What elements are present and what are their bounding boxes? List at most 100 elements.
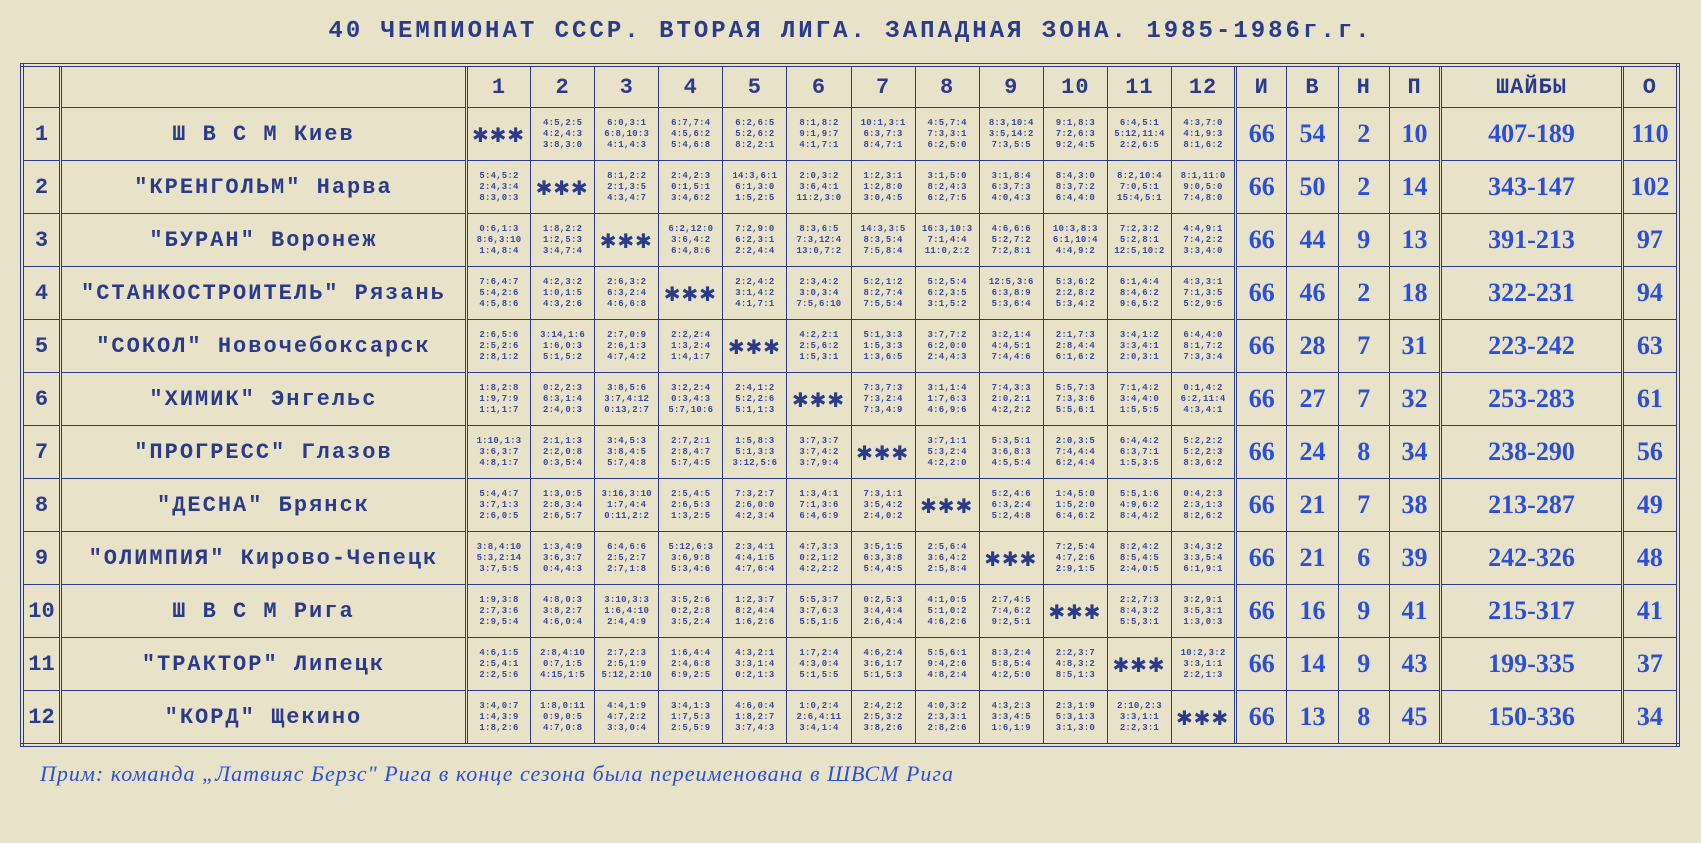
score-lines: 5:5,7:3 7:3,3:6 5:5,6:1 — [1044, 383, 1107, 416]
score-cell: 2:5,6:4 3:6,4:2 2:5,8:4 — [915, 532, 979, 585]
header-opp-11: 11 — [1107, 65, 1171, 108]
score-lines: 8:1,11:0 9:0,5:0 7:4,8:0 — [1172, 171, 1234, 204]
score-cell: 6:4,4:2 6:3,7:1 1:5,3:5 — [1107, 426, 1171, 479]
diagonal-marker: ✱✱✱ — [1177, 703, 1230, 733]
points: 56 — [1622, 426, 1678, 479]
goals-for-against: 343-147 — [1441, 161, 1623, 214]
score-lines: 5:4,4:7 3:7,1:3 2:6,0:5 — [468, 489, 530, 522]
score-cell: 3:16,3:10 1:7,4:4 0:11,2:2 — [595, 479, 659, 532]
score-lines: 6:2,12:0 3:6,4:2 6:4,8:6 — [659, 224, 722, 257]
score-cell: ✱✱✱ — [466, 108, 530, 161]
score-cell: 2:5,4:5 2:6,5:3 1:3,2:5 — [659, 479, 723, 532]
score-lines: 8:3,2:4 5:8,5:4 4:2,5:0 — [980, 648, 1043, 681]
score-cell: 7:2,5:4 4:7,2:6 2:9,1:5 — [1043, 532, 1107, 585]
score-cell: 6:2,6:5 5:2,6:2 8:2,2:1 — [723, 108, 787, 161]
score-lines: 5:2,4:6 6:3,2:4 5:2,4:8 — [980, 489, 1043, 522]
score-cell: 2:7,2:3 2:5,1:9 5:12,2:10 — [595, 638, 659, 691]
score-lines: 0:6,1:3 8:6,3:10 1:4,8:4 — [468, 224, 530, 257]
score-lines: 2:7,4:5 7:4,6:2 9:2,5:1 — [980, 595, 1043, 628]
row-number: 9 — [22, 532, 60, 585]
score-cell: ✱✱✱ — [787, 373, 851, 426]
score-cell: ✱✱✱ — [1107, 638, 1171, 691]
page-title: 40 ЧЕМПИОНАТ СССР. ВТОРАЯ ЛИГА. ЗАПАДНАЯ… — [20, 18, 1681, 45]
score-cell: 5:3,5:1 3:6,8:3 4:5,5:4 — [979, 426, 1043, 479]
team-name: Ш В С М Рига — [60, 585, 466, 638]
score-lines: 1:3,4:1 7:1,3:6 6:4,6:9 — [787, 489, 850, 522]
score-lines: 7:3,1:1 3:5,4:2 2:4,0:2 — [852, 489, 915, 522]
score-lines: 3:4,1:3 1:7,5:3 2:5,5:9 — [659, 701, 722, 734]
stat-N: 2 — [1338, 108, 1389, 161]
score-lines: 10:1,3:1 6:3,7:3 8:4,7:1 — [852, 118, 915, 151]
score-cell: ✱✱✱ — [723, 320, 787, 373]
score-cell: 4:6,2:4 3:6,1:7 5:1,5:3 — [851, 638, 915, 691]
row-number: 10 — [22, 585, 60, 638]
score-lines: 1:3,4:9 3:6,3:7 0:4,4:3 — [531, 542, 594, 575]
table-row: 12"КОРД" Щекино3:4,0:7 1:4,3:9 1:8,2:61:… — [22, 691, 1678, 746]
score-cell: 2:3,4:1 4:4,1:5 4:7,6:4 — [723, 532, 787, 585]
score-lines: 2:5,4:5 2:6,5:3 1:3,2:5 — [659, 489, 722, 522]
table-row: 7"ПРОГРЕСС" Глазов1:10,1:3 3:6,3:7 4:8,1… — [22, 426, 1678, 479]
score-lines: 1:7,2:4 4:3,0:4 5:1,5:5 — [787, 648, 850, 681]
goals-for-against: 213-287 — [1441, 479, 1623, 532]
score-cell: 9:1,8:3 7:2,6:3 9:2,4:5 — [1043, 108, 1107, 161]
score-lines: 12:5,3:6 6:3,8:9 5:3,6:4 — [980, 277, 1043, 310]
team-name: "ТРАКТОР" Липецк — [60, 638, 466, 691]
table-row: 1Ш В С М Киев✱✱✱4:5,2:5 4:2,4:3 3:8,3:06… — [22, 108, 1678, 161]
stat-P: 45 — [1389, 691, 1440, 746]
score-cell: 1:2,3:1 1:2,8:0 3:0,4:5 — [851, 161, 915, 214]
score-cell: 16:3,10:3 7:1,4:4 11:0,2:2 — [915, 214, 979, 267]
score-lines: 6:7,7:4 4:5,6:2 5:4,6:8 — [659, 118, 722, 151]
score-cell: 2:0,3:5 7:4,4:4 6:2,4:4 — [1043, 426, 1107, 479]
score-lines: 5:5,1:6 4:9,6:2 8:4,4:2 — [1108, 489, 1171, 522]
row-number: 11 — [22, 638, 60, 691]
stat-V: 21 — [1287, 479, 1338, 532]
score-cell: 1:3,4:9 3:6,3:7 0:4,4:3 — [531, 532, 595, 585]
score-cell: 1:3,4:1 7:1,3:6 6:4,6:9 — [787, 479, 851, 532]
header-opp-4: 4 — [659, 65, 723, 108]
score-lines: 3:10,3:3 1:6,4:10 2:4,4:9 — [595, 595, 658, 628]
header-points: О — [1622, 65, 1678, 108]
score-cell: 4:1,0:5 5:1,0:2 4:6,2:6 — [915, 585, 979, 638]
score-lines: 4:8,0:3 3:8,2:7 4:6,0:4 — [531, 595, 594, 628]
score-lines: 6:4,6:6 2:5,2:7 2:7,1:8 — [595, 542, 658, 575]
score-lines: 1:8,2:8 1:9,7:9 1:1,1:7 — [468, 383, 530, 416]
score-lines: 5:1,3:3 1:5,3:3 1:3,6:5 — [852, 330, 915, 363]
score-cell: 0:4,2:3 2:3,1:3 8:2,6:2 — [1171, 479, 1235, 532]
score-lines: 1:9,3:8 2:7,3:6 2:9,5:4 — [468, 595, 530, 628]
score-cell: 2:4,2:3 0:1,5:1 3:4,6:2 — [659, 161, 723, 214]
score-cell: ✱✱✱ — [979, 532, 1043, 585]
table-row: 5"СОКОЛ" Новочебоксарск2:6,5:6 2:5,2:6 2… — [22, 320, 1678, 373]
score-lines: 5:3,5:1 3:6,8:3 4:5,5:4 — [980, 436, 1043, 469]
score-lines: 3:16,3:10 1:7,4:4 0:11,2:2 — [595, 489, 658, 522]
score-lines: 1:2,3:7 8:2,4:4 1:6,2:6 — [723, 595, 786, 628]
score-lines: 7:3,7:3 7:3,2:4 7:3,4:9 — [852, 383, 915, 416]
score-cell: 8:3,10:4 3:5,14:2 7:3,5:5 — [979, 108, 1043, 161]
score-cell: 0:1,4:2 6:2,11:4 4:3,4:1 — [1171, 373, 1235, 426]
stat-I: 66 — [1236, 161, 1287, 214]
score-lines: 9:1,8:3 7:2,6:3 9:2,4:5 — [1044, 118, 1107, 151]
table-row: 10Ш В С М Рига1:9,3:8 2:7,3:6 2:9,5:44:8… — [22, 585, 1678, 638]
score-lines: 5:5,6:1 9:4,2:6 4:8,2:4 — [916, 648, 979, 681]
score-cell: 1:3,0:5 2:8,3:4 2:6,5:7 — [531, 479, 595, 532]
score-cell: 7:6,4:7 5:4,2:6 4:5,8:6 — [466, 267, 530, 320]
team-name: "ПРОГРЕСС" Глазов — [60, 426, 466, 479]
score-cell: 2:10,2:3 3:3,1:1 2:2,3:1 — [1107, 691, 1171, 746]
score-cell: 4:8,0:3 3:8,2:7 4:6,0:4 — [531, 585, 595, 638]
score-lines: 2:8,4:10 0:7,1:5 4:15,1:5 — [531, 648, 594, 681]
score-cell: 14:3,3:5 8:3,5:4 7:5,8:4 — [851, 214, 915, 267]
diagonal-marker: ✱✱✱ — [1049, 597, 1102, 627]
score-lines: 5:2,2:2 5:2,2:3 8:3,6:2 — [1172, 436, 1234, 469]
score-lines: 4:6,6:6 5:2,7:2 7:2,8:1 — [980, 224, 1043, 257]
points: 34 — [1622, 691, 1678, 746]
goals-for-against: 391-213 — [1441, 214, 1623, 267]
score-lines: 2:2,2:4 1:3,2:4 1:4,1:7 — [659, 330, 722, 363]
score-cell: ✱✱✱ — [1043, 585, 1107, 638]
score-cell: 5:5,6:1 9:4,2:6 4:8,2:4 — [915, 638, 979, 691]
score-cell: 5:5,3:7 3:7,6:3 5:5,1:5 — [787, 585, 851, 638]
score-lines: 3:7,3:7 3:7,4:2 3:7,9:4 — [787, 436, 850, 469]
stat-N: 9 — [1338, 638, 1389, 691]
score-cell: 8:4,3:0 8:3,7:2 6:4,4:0 — [1043, 161, 1107, 214]
score-lines: 4:3,7:0 4:1,9:3 8:1,6:2 — [1172, 118, 1234, 151]
stat-I: 66 — [1236, 426, 1287, 479]
stat-V: 44 — [1287, 214, 1338, 267]
